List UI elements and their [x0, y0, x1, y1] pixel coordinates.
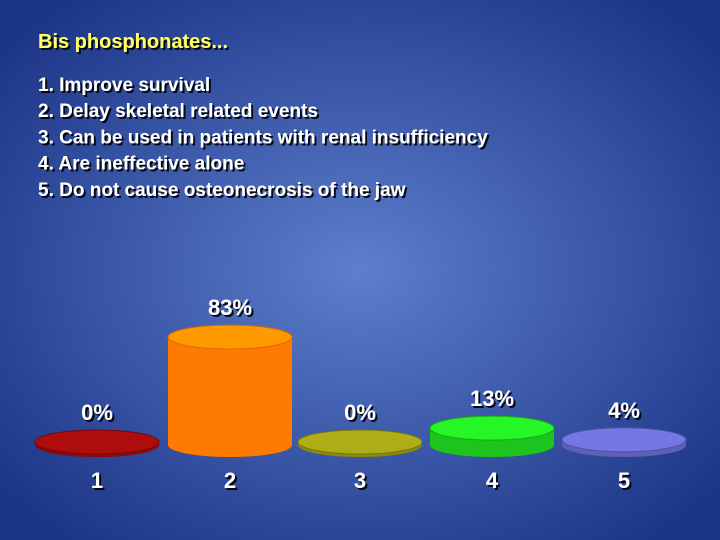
category-label: 3: [354, 468, 366, 493]
category-label: 2: [224, 468, 236, 493]
slide-title: Bis phosphonates...: [38, 31, 228, 53]
category-label: 4: [486, 468, 499, 493]
option-text: 2. Delay skeletal related events: [38, 101, 318, 122]
bar-top: [429, 415, 555, 441]
option-text: 3. Can be used in patients with renal in…: [38, 127, 488, 148]
bar: [34, 429, 160, 457]
category-label: 5: [618, 468, 630, 493]
bar-top: [297, 429, 423, 455]
labels: 0% 1 83% 2 0% 3 13% 4 4% 5: [81, 295, 640, 493]
option-text: 4. Are ineffective alone: [38, 154, 244, 175]
value-label: 0%: [81, 400, 113, 425]
bar-top: [34, 429, 160, 455]
bar: [429, 415, 555, 457]
bar: [561, 427, 687, 457]
value-label: 13%: [470, 386, 514, 411]
bar-top: [561, 427, 687, 453]
value-label: 0%: [344, 400, 376, 425]
value-label: 4%: [608, 398, 640, 423]
category-label: 1: [91, 468, 103, 493]
bar-top: [167, 324, 293, 350]
option-text: 5. Do not cause osteonecrosis of the jaw: [38, 180, 406, 201]
bar-body: [168, 337, 292, 457]
option-text: 1. Improve survival: [38, 75, 210, 96]
bar: [297, 429, 423, 457]
bars: [34, 324, 687, 457]
options: 1. Improve survival 2. Delay skeletal rel…: [38, 75, 488, 201]
bar: [167, 324, 293, 457]
value-label: 83%: [208, 295, 252, 320]
